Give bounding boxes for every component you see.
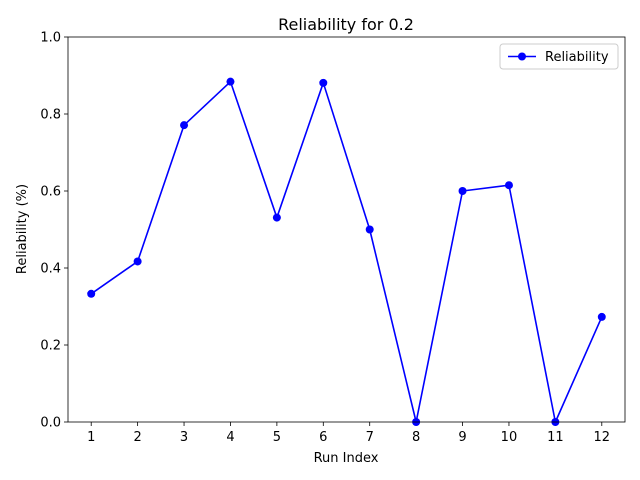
x-tick-label: 10 bbox=[501, 430, 518, 445]
x-tick-label: 3 bbox=[180, 430, 188, 445]
data-point bbox=[597, 312, 606, 321]
y-axis-label: Reliability (%) bbox=[15, 184, 30, 274]
x-axis-label: Run Index bbox=[314, 451, 379, 466]
y-tick-label: 0.0 bbox=[40, 416, 61, 431]
data-point bbox=[226, 77, 235, 86]
y-tick-label: 0.6 bbox=[40, 185, 61, 200]
legend-label: Reliability bbox=[545, 50, 609, 65]
x-tick-label: 11 bbox=[547, 430, 564, 445]
y-tick-label: 0.8 bbox=[40, 108, 61, 123]
y-tick-label: 0.2 bbox=[40, 339, 61, 354]
x-tick-label: 1 bbox=[87, 430, 95, 445]
legend-marker bbox=[518, 52, 526, 61]
x-tick-label: 5 bbox=[273, 430, 281, 445]
data-point bbox=[319, 78, 328, 87]
x-tick-label: 6 bbox=[319, 430, 327, 445]
data-point bbox=[272, 213, 281, 222]
data-point bbox=[504, 181, 513, 190]
x-tick-label: 8 bbox=[412, 430, 420, 445]
x-tick-label: 4 bbox=[226, 430, 234, 445]
axes-frame bbox=[67, 36, 626, 423]
data-point bbox=[133, 257, 142, 266]
x-tick-label: 7 bbox=[366, 430, 374, 445]
data-point bbox=[458, 187, 467, 195]
plot-area: 0.00.20.40.60.81.01 2 3 4 5 6 7 8 9 10 11 12 bbox=[40, 31, 626, 445]
series-line bbox=[90, 80, 603, 423]
x-tick-label: 12 bbox=[594, 430, 611, 445]
x-tick-label: 2 bbox=[133, 430, 141, 445]
y-tick-label: 0.4 bbox=[40, 262, 61, 277]
chart-title: Reliability for 0.2 bbox=[278, 15, 414, 34]
legend: Reliability bbox=[499, 43, 619, 70]
data-point bbox=[87, 289, 96, 298]
data-point bbox=[180, 121, 189, 130]
x-tick-label: 9 bbox=[458, 430, 466, 445]
legend-box bbox=[499, 43, 619, 70]
data-point bbox=[365, 225, 374, 234]
y-tick-label: 1.0 bbox=[40, 31, 61, 46]
